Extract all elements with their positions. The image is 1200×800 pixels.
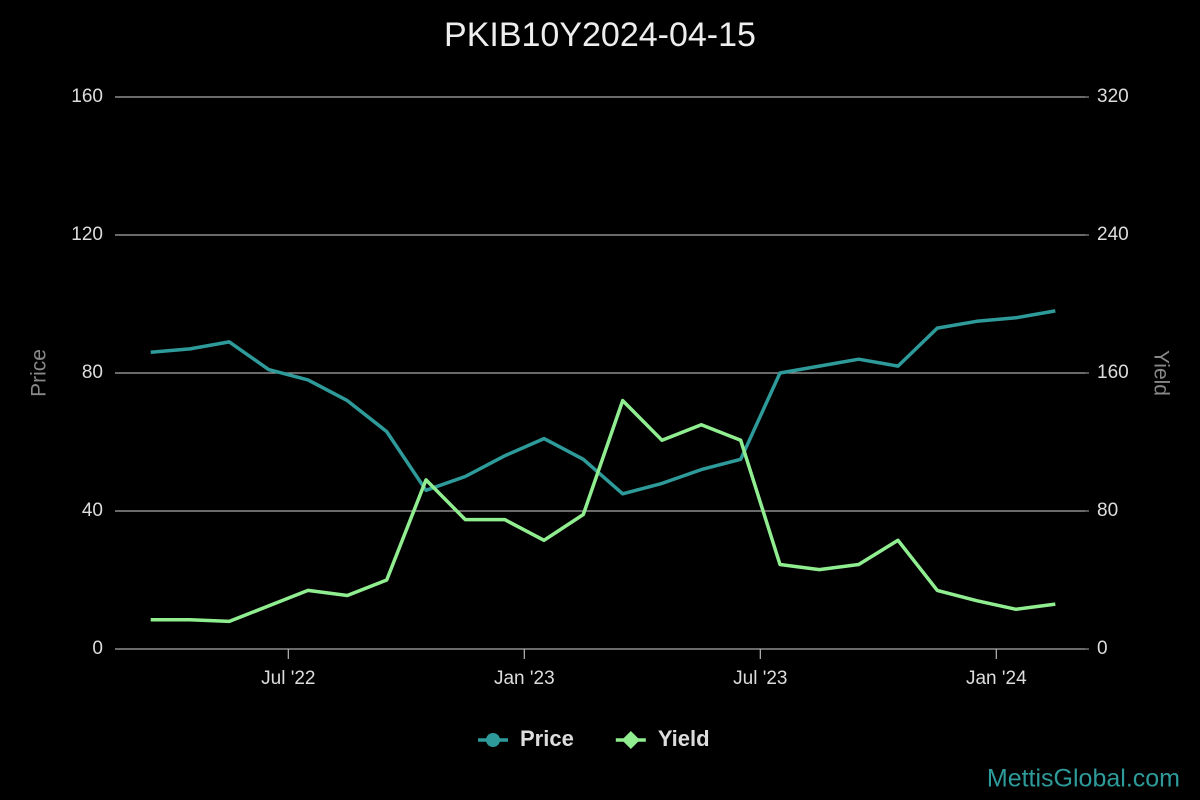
legend-marker	[486, 733, 500, 747]
x-tick-label: Jan '24	[966, 668, 1027, 689]
y-axis-label: Price	[28, 349, 51, 397]
y-tick-label: 160	[71, 86, 103, 107]
y2-axis-label: Yield	[1149, 350, 1172, 396]
line-series	[150, 309, 1056, 496]
x-tick-label: Jul '22	[261, 668, 315, 689]
y-tick-label: 80	[82, 362, 103, 383]
legend-label[interactable]: Yield	[658, 726, 710, 751]
y-tick-label: 120	[71, 224, 103, 245]
watermark: MettisGlobal.com	[987, 765, 1180, 793]
legend-marker	[621, 731, 640, 749]
legend-label[interactable]: Price	[520, 726, 574, 751]
line-series	[150, 398, 1056, 624]
y-tick-label: 0	[92, 638, 103, 659]
y2-tick-label: 320	[1097, 86, 1129, 107]
y2-tick-label: 240	[1097, 224, 1129, 245]
y2-tick-label: 160	[1097, 362, 1129, 383]
x-tick-label: Jul '23	[733, 668, 787, 689]
y2-tick-label: 0	[1097, 638, 1108, 659]
y-tick-label: 40	[82, 500, 103, 521]
chart-title: PKIB10Y2024-04-15	[444, 16, 756, 54]
x-tick-label: Jan '23	[494, 668, 555, 689]
y2-tick-label: 80	[1097, 500, 1118, 521]
